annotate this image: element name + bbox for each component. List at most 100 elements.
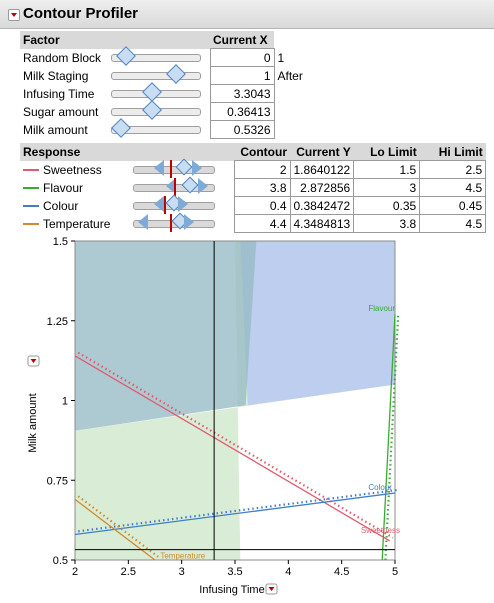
factor-note: 1 bbox=[277, 50, 285, 65]
profiler-header: Contour Profiler bbox=[0, 0, 494, 29]
x-axis-dropdown-arrow-icon[interactable] bbox=[268, 587, 275, 591]
factor-value-input[interactable]: 0.5326 bbox=[209, 120, 275, 139]
factor-row: Random Block 0 1 bbox=[20, 45, 306, 67]
response-header: Response bbox=[20, 143, 130, 161]
response-slider[interactable] bbox=[133, 158, 215, 178]
hi-limit-header: Hi Limit bbox=[419, 143, 486, 161]
contour-handle-icon[interactable] bbox=[181, 176, 199, 193]
curve-label: Sweetness bbox=[361, 526, 400, 535]
response-table: Response Contour Current Y Lo Limit Hi L… bbox=[20, 143, 487, 233]
slider-thumb-icon[interactable] bbox=[142, 99, 162, 120]
lo-limit-handle-icon[interactable] bbox=[166, 177, 176, 194]
hi-limit-input[interactable]: 4.5 bbox=[419, 214, 487, 233]
factor-row: Sugar amount 0.36413 bbox=[20, 99, 306, 121]
response-slider[interactable] bbox=[133, 194, 215, 214]
hi-limit-input[interactable]: 0.45 bbox=[419, 196, 487, 215]
factor-slider[interactable] bbox=[111, 99, 201, 120]
contour-value-input[interactable]: 2 bbox=[233, 160, 291, 179]
contour-value-input[interactable]: 3.8 bbox=[233, 178, 291, 197]
y-tick-label: 0.5 bbox=[53, 555, 68, 567]
lo-limit-input[interactable]: 1.5 bbox=[353, 160, 421, 179]
factor-note bbox=[274, 85, 306, 103]
y-axis-dropdown-arrow-icon[interactable] bbox=[30, 359, 37, 363]
contour-value-input[interactable]: 4.4 bbox=[233, 214, 291, 233]
y-axis-label: Milk amount bbox=[27, 393, 39, 452]
y-tick-label: 1 bbox=[62, 396, 68, 408]
profiler-title: Contour Profiler bbox=[23, 5, 138, 22]
hi-limit-handle-icon[interactable] bbox=[178, 195, 188, 212]
factor-name: Random Block bbox=[23, 50, 102, 65]
lo-limit-handle-icon[interactable] bbox=[154, 159, 164, 176]
lo-limit-input[interactable]: 3 bbox=[353, 178, 421, 197]
factor-row: Infusing Time 3.3043 bbox=[20, 81, 306, 103]
hi-limit-handle-icon[interactable] bbox=[198, 177, 208, 194]
x-tick-label: 4 bbox=[285, 566, 291, 578]
limit-line-temperature bbox=[77, 495, 159, 558]
factor-name: Milk amount bbox=[23, 122, 88, 137]
curve-label: Temperature bbox=[160, 551, 205, 560]
current-x-header: Current X bbox=[210, 31, 274, 49]
x-tick-label: 5 bbox=[392, 566, 398, 578]
current-y-marker bbox=[174, 177, 176, 196]
factor-row: Milk Staging 1 After bbox=[20, 63, 306, 85]
response-row: Temperature 4.4 4.3484813 3.8 4.5 bbox=[20, 212, 487, 233]
factor-value-input[interactable]: 0.36413 bbox=[209, 102, 275, 121]
factor-name: Infusing Time bbox=[23, 86, 95, 101]
lo-limit-handle-icon[interactable] bbox=[138, 213, 148, 230]
current-y-value: 0.3842472 bbox=[289, 196, 355, 215]
x-tick-label: 2.5 bbox=[121, 566, 136, 578]
hi-limit-input[interactable]: 4.5 bbox=[419, 178, 487, 197]
colour-region bbox=[240, 241, 395, 406]
factor-value-input[interactable]: 1 bbox=[209, 66, 275, 85]
limit-line-flavour bbox=[384, 314, 400, 561]
factor-slider[interactable] bbox=[111, 45, 201, 66]
hi-limit-handle-icon[interactable] bbox=[184, 213, 194, 230]
series-color-swatch bbox=[23, 187, 39, 190]
slider-thumb-icon[interactable] bbox=[116, 45, 136, 66]
current-y-marker bbox=[170, 213, 172, 232]
factor-header: Factor bbox=[20, 31, 108, 49]
factor-slider[interactable] bbox=[111, 81, 201, 102]
factor-note bbox=[274, 121, 306, 139]
y-tick-label: 1.25 bbox=[47, 316, 68, 328]
factor-slider[interactable] bbox=[111, 63, 201, 84]
contour-line-flavour bbox=[381, 314, 396, 561]
factor-value-input[interactable]: 0 bbox=[209, 48, 275, 67]
x-tick-label: 3 bbox=[179, 566, 185, 578]
y-tick-label: 1.5 bbox=[53, 236, 68, 248]
contour-value-input[interactable]: 0.4 bbox=[233, 196, 291, 215]
hi-limit-input[interactable]: 2.5 bbox=[419, 160, 487, 179]
contour-line-colour bbox=[74, 492, 396, 536]
factor-value-input[interactable]: 3.3043 bbox=[209, 84, 275, 103]
factor-slider[interactable] bbox=[111, 117, 201, 138]
contour-handle-icon[interactable] bbox=[175, 158, 193, 175]
series-color-swatch bbox=[23, 223, 39, 226]
response-slider[interactable] bbox=[133, 212, 215, 232]
response-row: Flavour 3.8 2.872856 3 4.5 bbox=[20, 176, 487, 197]
response-slider[interactable] bbox=[133, 176, 215, 196]
curve-label: Colour bbox=[368, 483, 392, 492]
factor-row: Milk amount 0.5326 bbox=[20, 117, 306, 139]
contour-plot: Flavour Colour Sweetness Temperature 2 2.5 3 3.… bbox=[27, 236, 400, 596]
curve-label: Flavour bbox=[368, 304, 395, 313]
slider-thumb-icon[interactable] bbox=[166, 63, 186, 84]
response-name: Flavour bbox=[43, 180, 84, 195]
lo-limit-input[interactable]: 0.35 bbox=[353, 196, 421, 215]
factor-name: Milk Staging bbox=[23, 68, 89, 83]
current-y-marker bbox=[164, 195, 166, 214]
red-triangle-menu-icon[interactable] bbox=[8, 9, 20, 21]
slider-thumb-icon[interactable] bbox=[142, 81, 162, 102]
response-name: Sweetness bbox=[43, 162, 102, 177]
hi-limit-handle-icon[interactable] bbox=[192, 159, 202, 176]
slider-thumb-icon[interactable] bbox=[111, 117, 131, 138]
lo-limit-handle-icon[interactable] bbox=[154, 195, 164, 212]
response-row: Colour 0.4 0.3842472 0.35 0.45 bbox=[20, 194, 487, 215]
x-tick-label: 3.5 bbox=[227, 566, 242, 578]
x-tick-label: 4.5 bbox=[334, 566, 349, 578]
lo-limit-input[interactable]: 3.8 bbox=[353, 214, 421, 233]
current-y-value: 4.3484813 bbox=[289, 214, 355, 233]
current-y-value: 1.8640122 bbox=[289, 160, 355, 179]
response-row: Sweetness 2 1.8640122 1.5 2.5 bbox=[20, 158, 487, 179]
current-y-value: 2.872856 bbox=[289, 178, 355, 197]
x-tick-label: 2 bbox=[72, 566, 78, 578]
